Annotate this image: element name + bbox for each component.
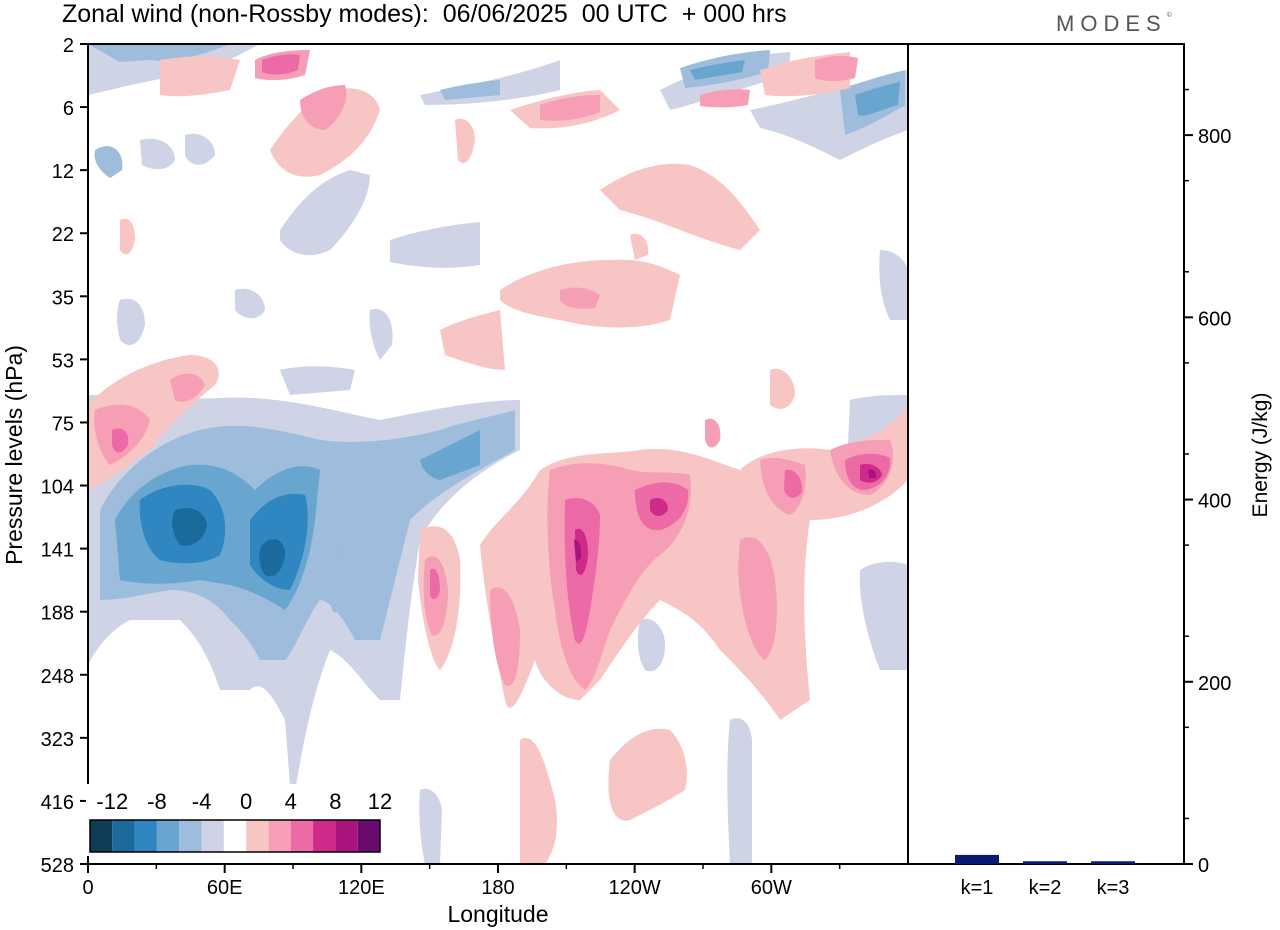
chart-title: Zonal wind (non-Rossby modes): 06/06/202… xyxy=(62,0,787,28)
energy-category-label: k=3 xyxy=(1097,877,1130,899)
energy-tick-label: 600 xyxy=(1198,308,1231,330)
y-tick-label: 416 xyxy=(41,792,74,814)
brand-logo: MODES© xyxy=(1056,11,1172,37)
y-tick-label: 75 xyxy=(52,413,74,435)
energy-tick-label: 800 xyxy=(1198,126,1231,148)
wind-field xyxy=(88,44,908,864)
y-axis-label: Pressure levels (hPa) xyxy=(1,345,27,565)
energy-category-label: k=1 xyxy=(961,877,994,899)
energy-tick-label: 0 xyxy=(1198,855,1209,877)
x-tick-label: 120W xyxy=(609,877,661,899)
colorbar-swatch xyxy=(201,820,224,852)
y-tick-label: 528 xyxy=(41,855,74,877)
y-tick-label: 104 xyxy=(41,477,74,499)
field-pos-8 xyxy=(575,464,882,575)
colorbar-swatch xyxy=(179,820,202,852)
field-pos-10 xyxy=(574,469,877,562)
colorbar-swatch xyxy=(268,820,291,852)
energy-bars: k=1 k=2 k=3 xyxy=(955,854,1135,899)
y-tick-label: 188 xyxy=(41,603,74,625)
energy-bar xyxy=(955,854,999,864)
energy-bar xyxy=(1023,861,1067,864)
colorbar-frame xyxy=(89,819,381,853)
y-tick-label: 35 xyxy=(52,287,74,309)
energy-tick-label: 200 xyxy=(1198,673,1231,695)
colorbar-tick-label: 12 xyxy=(368,789,392,814)
y-tick-label: 22 xyxy=(52,224,74,246)
colorbar-tick-label: -12 xyxy=(96,789,128,814)
x-tick-label: 60W xyxy=(751,877,792,899)
energy-axis-label: Energy (J/kg) xyxy=(1249,393,1272,518)
y-tick-label: 6 xyxy=(63,98,74,120)
field-neg-10 xyxy=(172,508,285,577)
brand-copyright-mark: © xyxy=(1166,12,1172,19)
colorbar-tick-label: -4 xyxy=(192,789,212,814)
colorbar-swatch xyxy=(223,820,247,852)
colorbar-tick-label: 8 xyxy=(329,789,341,814)
colorbar-swatch xyxy=(90,820,113,852)
x-axis: 0 60E 120E 180 120W 60W xyxy=(82,864,841,899)
colorbar-tick-label: 0 xyxy=(240,789,252,814)
colorbar-swatch xyxy=(156,820,180,852)
energy-tick-label: 400 xyxy=(1198,491,1231,513)
y-tick-label: 248 xyxy=(41,666,74,688)
y-tick-label: 12 xyxy=(52,161,74,183)
colorbar-swatch xyxy=(134,820,157,852)
energy-category-label: k=2 xyxy=(1029,877,1062,899)
colorbar-swatch xyxy=(290,820,314,852)
y-tick-label: 53 xyxy=(52,350,74,372)
energy-bar xyxy=(1091,861,1135,864)
colorbar-tick-label: 4 xyxy=(285,789,297,814)
colorbar-swatch xyxy=(357,820,380,852)
x-tick-label: 120E xyxy=(338,877,385,899)
x-tick-label: 180 xyxy=(481,877,514,899)
energy-axis: 0 200 400 600 800 xyxy=(1184,88,1231,877)
colorbar: -12 -8 -4 0 4 8 12 xyxy=(86,784,392,856)
colorbar-swatch xyxy=(313,820,336,852)
y-tick-label: 2 xyxy=(63,35,74,57)
x-axis-label: Longitude xyxy=(447,901,548,927)
x-tick-label: 0 xyxy=(82,877,93,899)
y-axis: 2 6 12 22 35 53 75 104 141 188 248 323 416 528 xyxy=(41,35,88,877)
colorbar-tick-label: -8 xyxy=(147,789,167,814)
x-tick-label: 60E xyxy=(207,877,243,899)
colorbar-swatch xyxy=(112,820,135,852)
y-tick-label: 141 xyxy=(41,540,74,562)
y-tick-label: 323 xyxy=(41,729,74,751)
colorbar-swatch xyxy=(246,820,269,852)
brand-text: MODES xyxy=(1056,11,1167,36)
colorbar-swatch xyxy=(335,820,358,852)
